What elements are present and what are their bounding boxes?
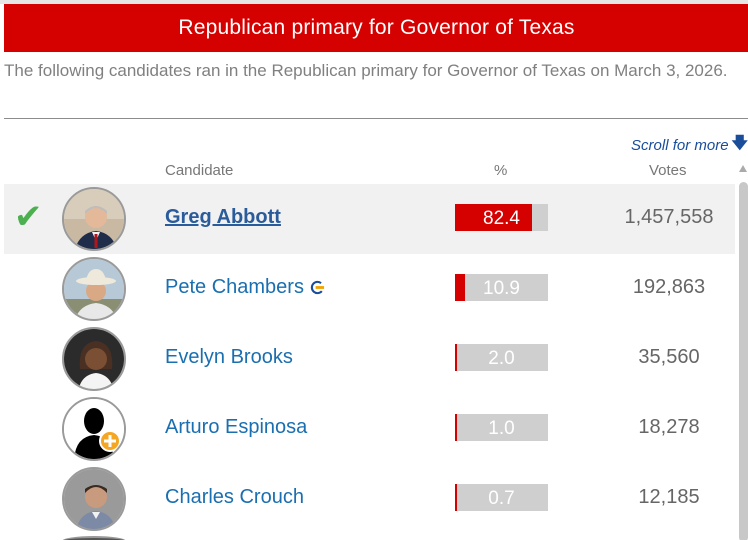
percent-bar: 10.9 <box>455 274 548 301</box>
table-row: Arturo Espinosa 1.0 18,278 <box>4 394 735 464</box>
candidate-name-link[interactable]: Greg Abbott <box>165 206 281 228</box>
avatar <box>62 257 126 321</box>
intro-text: The following candidates ran in the Repu… <box>4 61 728 80</box>
vote-count: 1,457,558 <box>624 206 714 228</box>
vote-count: 12,185 <box>638 486 700 508</box>
percent-value: 10.9 <box>483 278 520 299</box>
arrow-down-icon: 🡇 <box>731 135 748 152</box>
percent-bar-fill <box>455 414 457 441</box>
percent-value: 2.0 <box>488 348 515 369</box>
scrollbar-thumb[interactable] <box>739 182 748 540</box>
column-header-percent: % <box>494 162 508 179</box>
table-row: Pete Chambers 10.9 192,863 <box>4 254 735 324</box>
candidate-name-link[interactable]: Charles Crouch <box>165 486 304 508</box>
column-header-candidate: Candidate <box>165 162 234 179</box>
candidate-name-link[interactable]: Evelyn Brooks <box>165 346 293 368</box>
percent-bar-fill <box>455 484 457 511</box>
checkmark-icon: ✔ <box>14 198 43 236</box>
percent-bar-fill <box>455 274 466 301</box>
percent-bar: 1.0 <box>455 414 548 441</box>
top-strip <box>0 0 748 4</box>
results-table: ✔ Greg Abbott 82.4 1,457,558 <box>4 184 735 534</box>
scroll-for-more-link[interactable]: Scroll for more 🡇 <box>631 132 748 159</box>
column-header-votes: Votes <box>649 162 687 179</box>
page-title: Republican primary for Governor of Texas <box>4 4 748 52</box>
candidate-name-link[interactable]: Arturo Espinosa <box>165 416 308 438</box>
percent-value: 1.0 <box>488 418 515 439</box>
percent-value: 0.7 <box>488 488 515 509</box>
vote-count: 35,560 <box>638 346 700 368</box>
candidate-name-label: Pete Chambers <box>165 276 304 298</box>
percent-bar: 82.4 <box>455 204 548 231</box>
candidate-name-link[interactable]: Pete Chambers <box>165 276 325 299</box>
avatar <box>62 397 126 461</box>
avatar <box>62 467 126 531</box>
scroll-hint-label: Scroll for more <box>631 137 729 154</box>
percent-bar-fill <box>455 344 457 371</box>
table-row: Evelyn Brooks 2.0 35,560 <box>4 324 735 394</box>
table-row: ✔ Greg Abbott 82.4 1,457,558 <box>4 184 735 254</box>
table-row: Charles Crouch 0.7 12,185 <box>4 464 735 534</box>
scrollbar[interactable] <box>738 165 748 540</box>
vote-count: 18,278 <box>638 416 700 438</box>
vote-count: 192,863 <box>632 276 706 298</box>
avatar <box>62 187 126 251</box>
percent-bar: 0.7 <box>455 484 548 511</box>
incumbent-c-icon <box>310 280 325 295</box>
percent-bar-fill <box>455 204 532 231</box>
avatar <box>62 536 126 540</box>
avatar <box>62 327 126 391</box>
divider <box>4 118 748 119</box>
percent-value: 82.4 <box>483 208 520 229</box>
percent-bar: 2.0 <box>455 344 548 371</box>
scroll-up-arrow-icon[interactable] <box>739 165 747 172</box>
